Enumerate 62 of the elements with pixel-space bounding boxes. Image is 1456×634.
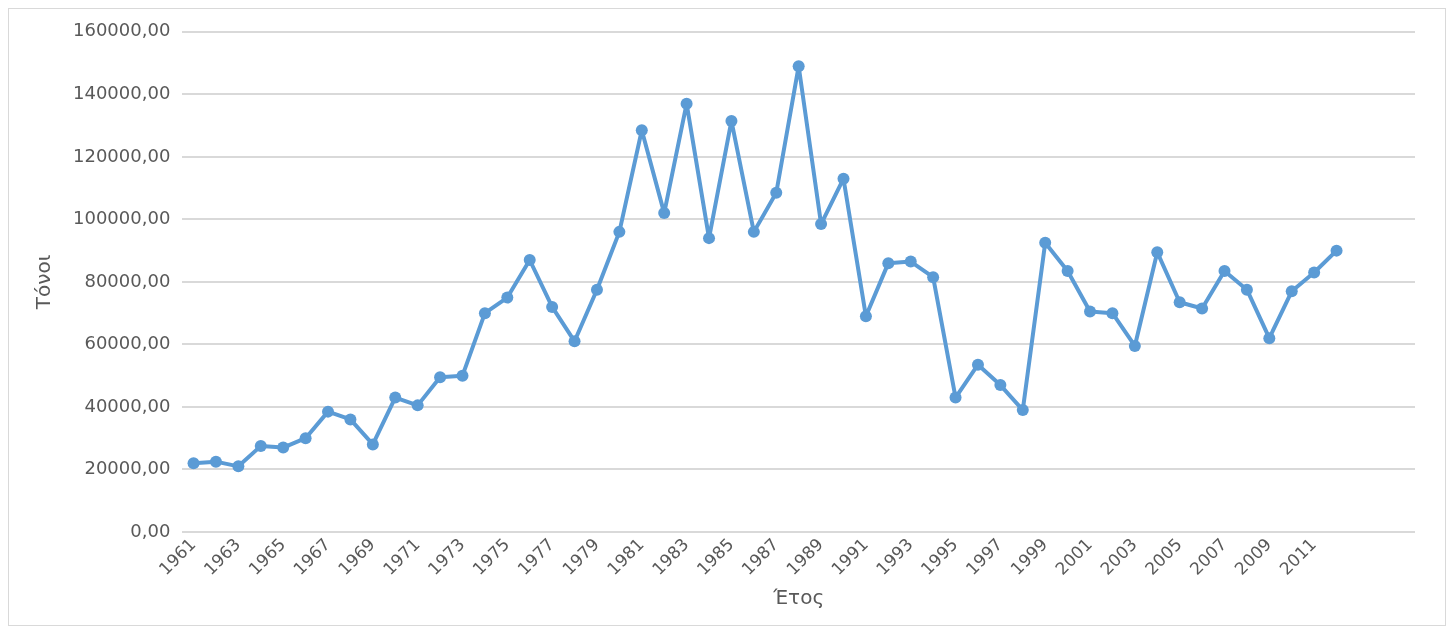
point — [927, 271, 940, 284]
point — [254, 440, 267, 453]
x-axis-title: Έτος — [772, 585, 825, 610]
point — [635, 124, 648, 137]
point — [792, 60, 805, 73]
point — [1039, 236, 1052, 249]
point — [994, 379, 1007, 392]
point — [1106, 307, 1119, 320]
point — [680, 97, 693, 110]
point — [1196, 302, 1209, 315]
point — [590, 283, 603, 296]
point — [1173, 296, 1186, 309]
y-tick-label: 120000,00 — [73, 144, 171, 166]
point — [434, 371, 447, 384]
point — [187, 457, 200, 470]
point — [456, 369, 469, 382]
point — [703, 232, 716, 245]
point — [277, 441, 290, 454]
point — [613, 225, 626, 238]
point — [1263, 332, 1276, 345]
point — [770, 186, 783, 199]
point — [1240, 283, 1253, 296]
point — [1285, 285, 1298, 298]
y-tick-label: 60000,00 — [84, 332, 171, 354]
point — [322, 405, 335, 418]
point — [1308, 266, 1321, 279]
point — [344, 413, 357, 426]
point — [1061, 264, 1074, 277]
point — [837, 172, 850, 185]
point — [389, 391, 402, 404]
point — [366, 438, 379, 451]
point — [971, 358, 984, 371]
point — [299, 432, 312, 445]
point — [658, 207, 671, 220]
y-tick-label: 80000,00 — [84, 269, 171, 291]
point — [478, 307, 491, 320]
y-tick-label: 20000,00 — [84, 457, 171, 479]
point — [1084, 305, 1097, 318]
point — [209, 455, 222, 468]
point — [747, 225, 760, 238]
point — [904, 255, 917, 268]
point — [411, 399, 424, 412]
y-tick-label: 40000,00 — [84, 394, 171, 416]
point — [949, 391, 962, 404]
point — [501, 291, 514, 304]
point — [546, 300, 559, 313]
point — [568, 335, 581, 348]
point — [1016, 404, 1029, 417]
y-tick-label: 140000,00 — [73, 81, 171, 103]
point — [1218, 264, 1231, 277]
point — [815, 218, 828, 231]
point — [859, 310, 872, 323]
y-axis-title: Τόνοι — [31, 254, 56, 311]
point — [725, 114, 738, 127]
point — [232, 460, 245, 473]
y-tick-label: 100000,00 — [73, 207, 171, 229]
y-tick-label: 0,00 — [130, 519, 171, 541]
point — [1330, 244, 1343, 257]
point — [523, 254, 536, 267]
point — [882, 257, 895, 270]
point — [1128, 339, 1141, 352]
y-tick-label: 160000,00 — [73, 19, 171, 41]
